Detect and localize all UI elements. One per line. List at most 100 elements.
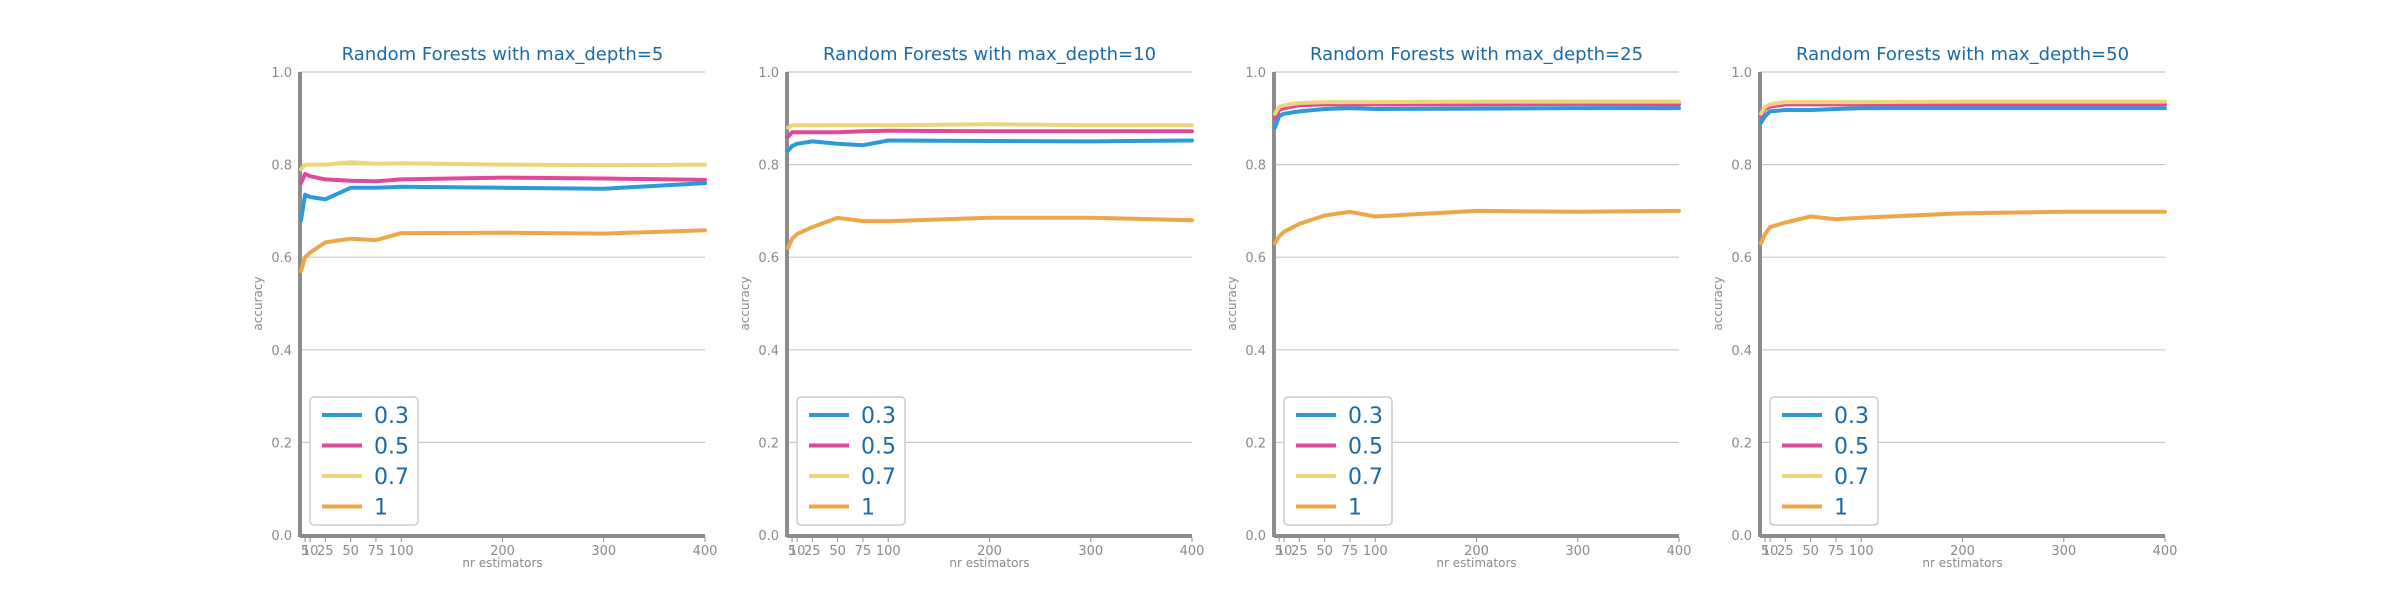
series-line-0_5 bbox=[1273, 101, 1681, 121]
legend-label: 1 bbox=[1348, 496, 1362, 521]
y-tick-label: 0.0 bbox=[1245, 529, 1266, 544]
legend: 0.3 0.5 0.7 1 bbox=[1283, 396, 1393, 526]
series-line-0_3 bbox=[1273, 106, 1681, 130]
x-tick-label: 300 bbox=[2051, 544, 2076, 559]
x-tick-label: 10 bbox=[1276, 544, 1293, 559]
x-tick-label: 400 bbox=[1667, 544, 1692, 559]
series-line-0_7 bbox=[1759, 99, 2167, 116]
x-tick-label: 400 bbox=[693, 544, 718, 559]
x-tick-label: 5 bbox=[1761, 544, 1769, 559]
y-tick-label: 0.6 bbox=[1245, 251, 1266, 266]
y-tick-label: 0.6 bbox=[1731, 251, 1752, 266]
y-tick-label: 0.4 bbox=[271, 344, 292, 359]
y-tick-label: 1.0 bbox=[1731, 66, 1752, 81]
x-tick-label: 100 bbox=[1363, 544, 1388, 559]
x-tick-label: 400 bbox=[1180, 544, 1205, 559]
y-axis-label: accuracy bbox=[1711, 276, 1725, 330]
legend-label: 0.3 bbox=[374, 404, 409, 429]
x-tick-label: 300 bbox=[591, 544, 616, 559]
legend-label: 0.7 bbox=[1348, 465, 1383, 490]
x-tick-label: 300 bbox=[1565, 544, 1590, 559]
x-tick-label: 75 bbox=[368, 544, 385, 559]
legend-label: 0.3 bbox=[1348, 404, 1383, 429]
y-tick-label: 0.4 bbox=[758, 344, 779, 359]
x-tick-label: 25 bbox=[1777, 544, 1794, 559]
x-tick-label: 10 bbox=[789, 544, 806, 559]
series-line-1 bbox=[299, 228, 707, 274]
legend-label: 1 bbox=[1834, 496, 1848, 521]
chart-title: Random Forests with max_depth=50 bbox=[1796, 44, 2129, 65]
series-line-0_5 bbox=[1759, 102, 2167, 118]
x-tick-label: 300 bbox=[1078, 544, 1103, 559]
legend-label: 0.5 bbox=[1834, 435, 1869, 460]
x-tick-label: 200 bbox=[977, 544, 1002, 559]
y-tick-label: 0.0 bbox=[1731, 529, 1752, 544]
x-tick-label: 100 bbox=[1849, 544, 1874, 559]
x-tick-label: 200 bbox=[490, 544, 515, 559]
legend: 0.3 0.5 0.7 1 bbox=[309, 396, 419, 526]
legend-label: 0.5 bbox=[1348, 435, 1383, 460]
y-tick-label: 0.8 bbox=[758, 159, 779, 174]
series-line-0_7 bbox=[299, 160, 707, 172]
y-tick-label: 0.0 bbox=[758, 529, 779, 544]
legend-label: 0.7 bbox=[1834, 465, 1869, 490]
y-axis-label: accuracy bbox=[1225, 276, 1239, 330]
y-tick-label: 1.0 bbox=[758, 66, 779, 81]
x-axis-label: nr estimators bbox=[462, 556, 542, 570]
series-line-0_7 bbox=[786, 122, 1194, 130]
legend-box bbox=[1769, 396, 1879, 526]
x-axis-label: nr estimators bbox=[949, 556, 1029, 570]
y-tick-label: 0.4 bbox=[1731, 344, 1752, 359]
y-tick-label: 0.2 bbox=[758, 436, 779, 451]
y-tick-label: 0.8 bbox=[271, 159, 292, 174]
series-line-0_3 bbox=[299, 181, 707, 223]
y-tick-label: 0.2 bbox=[1245, 436, 1266, 451]
series-line-0_5 bbox=[786, 128, 1194, 139]
legend-label: 0.7 bbox=[374, 465, 409, 490]
x-tick-label: 100 bbox=[876, 544, 901, 559]
series-line-1 bbox=[1273, 208, 1681, 246]
x-tick-label: 50 bbox=[829, 544, 846, 559]
y-tick-label: 0.0 bbox=[271, 529, 292, 544]
x-tick-label: 50 bbox=[1316, 544, 1333, 559]
legend-box bbox=[796, 396, 906, 526]
x-tick-label: 25 bbox=[1291, 544, 1308, 559]
x-tick-label: 25 bbox=[804, 544, 821, 559]
legend-box bbox=[1283, 396, 1393, 526]
legend-label: 1 bbox=[861, 496, 875, 521]
y-tick-label: 0.2 bbox=[1731, 436, 1752, 451]
legend-label: 0.3 bbox=[861, 404, 896, 429]
y-tick-label: 0.8 bbox=[1245, 159, 1266, 174]
x-tick-label: 100 bbox=[389, 544, 414, 559]
legend-label: 0.3 bbox=[1834, 404, 1869, 429]
legend-label: 0.5 bbox=[374, 435, 409, 460]
x-tick-label: 400 bbox=[2153, 544, 2178, 559]
chart-title: Random Forests with max_depth=25 bbox=[1310, 44, 1643, 65]
legend: 0.3 0.5 0.7 1 bbox=[796, 396, 906, 526]
x-tick-label: 200 bbox=[1464, 544, 1489, 559]
x-tick-label: 75 bbox=[1828, 544, 1845, 559]
x-tick-label: 75 bbox=[1342, 544, 1359, 559]
legend-label: 1 bbox=[374, 496, 388, 521]
legend-box bbox=[309, 396, 419, 526]
x-tick-label: 5 bbox=[788, 544, 796, 559]
series-line-0_3 bbox=[786, 138, 1194, 153]
y-tick-label: 0.4 bbox=[1245, 344, 1266, 359]
legend-label: 0.7 bbox=[861, 465, 896, 490]
series-line-0_5 bbox=[299, 171, 707, 186]
y-axis-label: accuracy bbox=[251, 276, 265, 330]
y-tick-label: 1.0 bbox=[1245, 66, 1266, 81]
x-tick-label: 5 bbox=[301, 544, 309, 559]
legend-label: 0.5 bbox=[861, 435, 896, 460]
series-line-0_7 bbox=[1273, 99, 1681, 116]
legend: 0.3 0.5 0.7 1 bbox=[1769, 396, 1879, 526]
y-tick-label: 0.2 bbox=[271, 436, 292, 451]
x-tick-label: 10 bbox=[302, 544, 319, 559]
series-line-1 bbox=[786, 215, 1194, 250]
y-tick-label: 0.6 bbox=[758, 251, 779, 266]
x-tick-label: 5 bbox=[1275, 544, 1283, 559]
